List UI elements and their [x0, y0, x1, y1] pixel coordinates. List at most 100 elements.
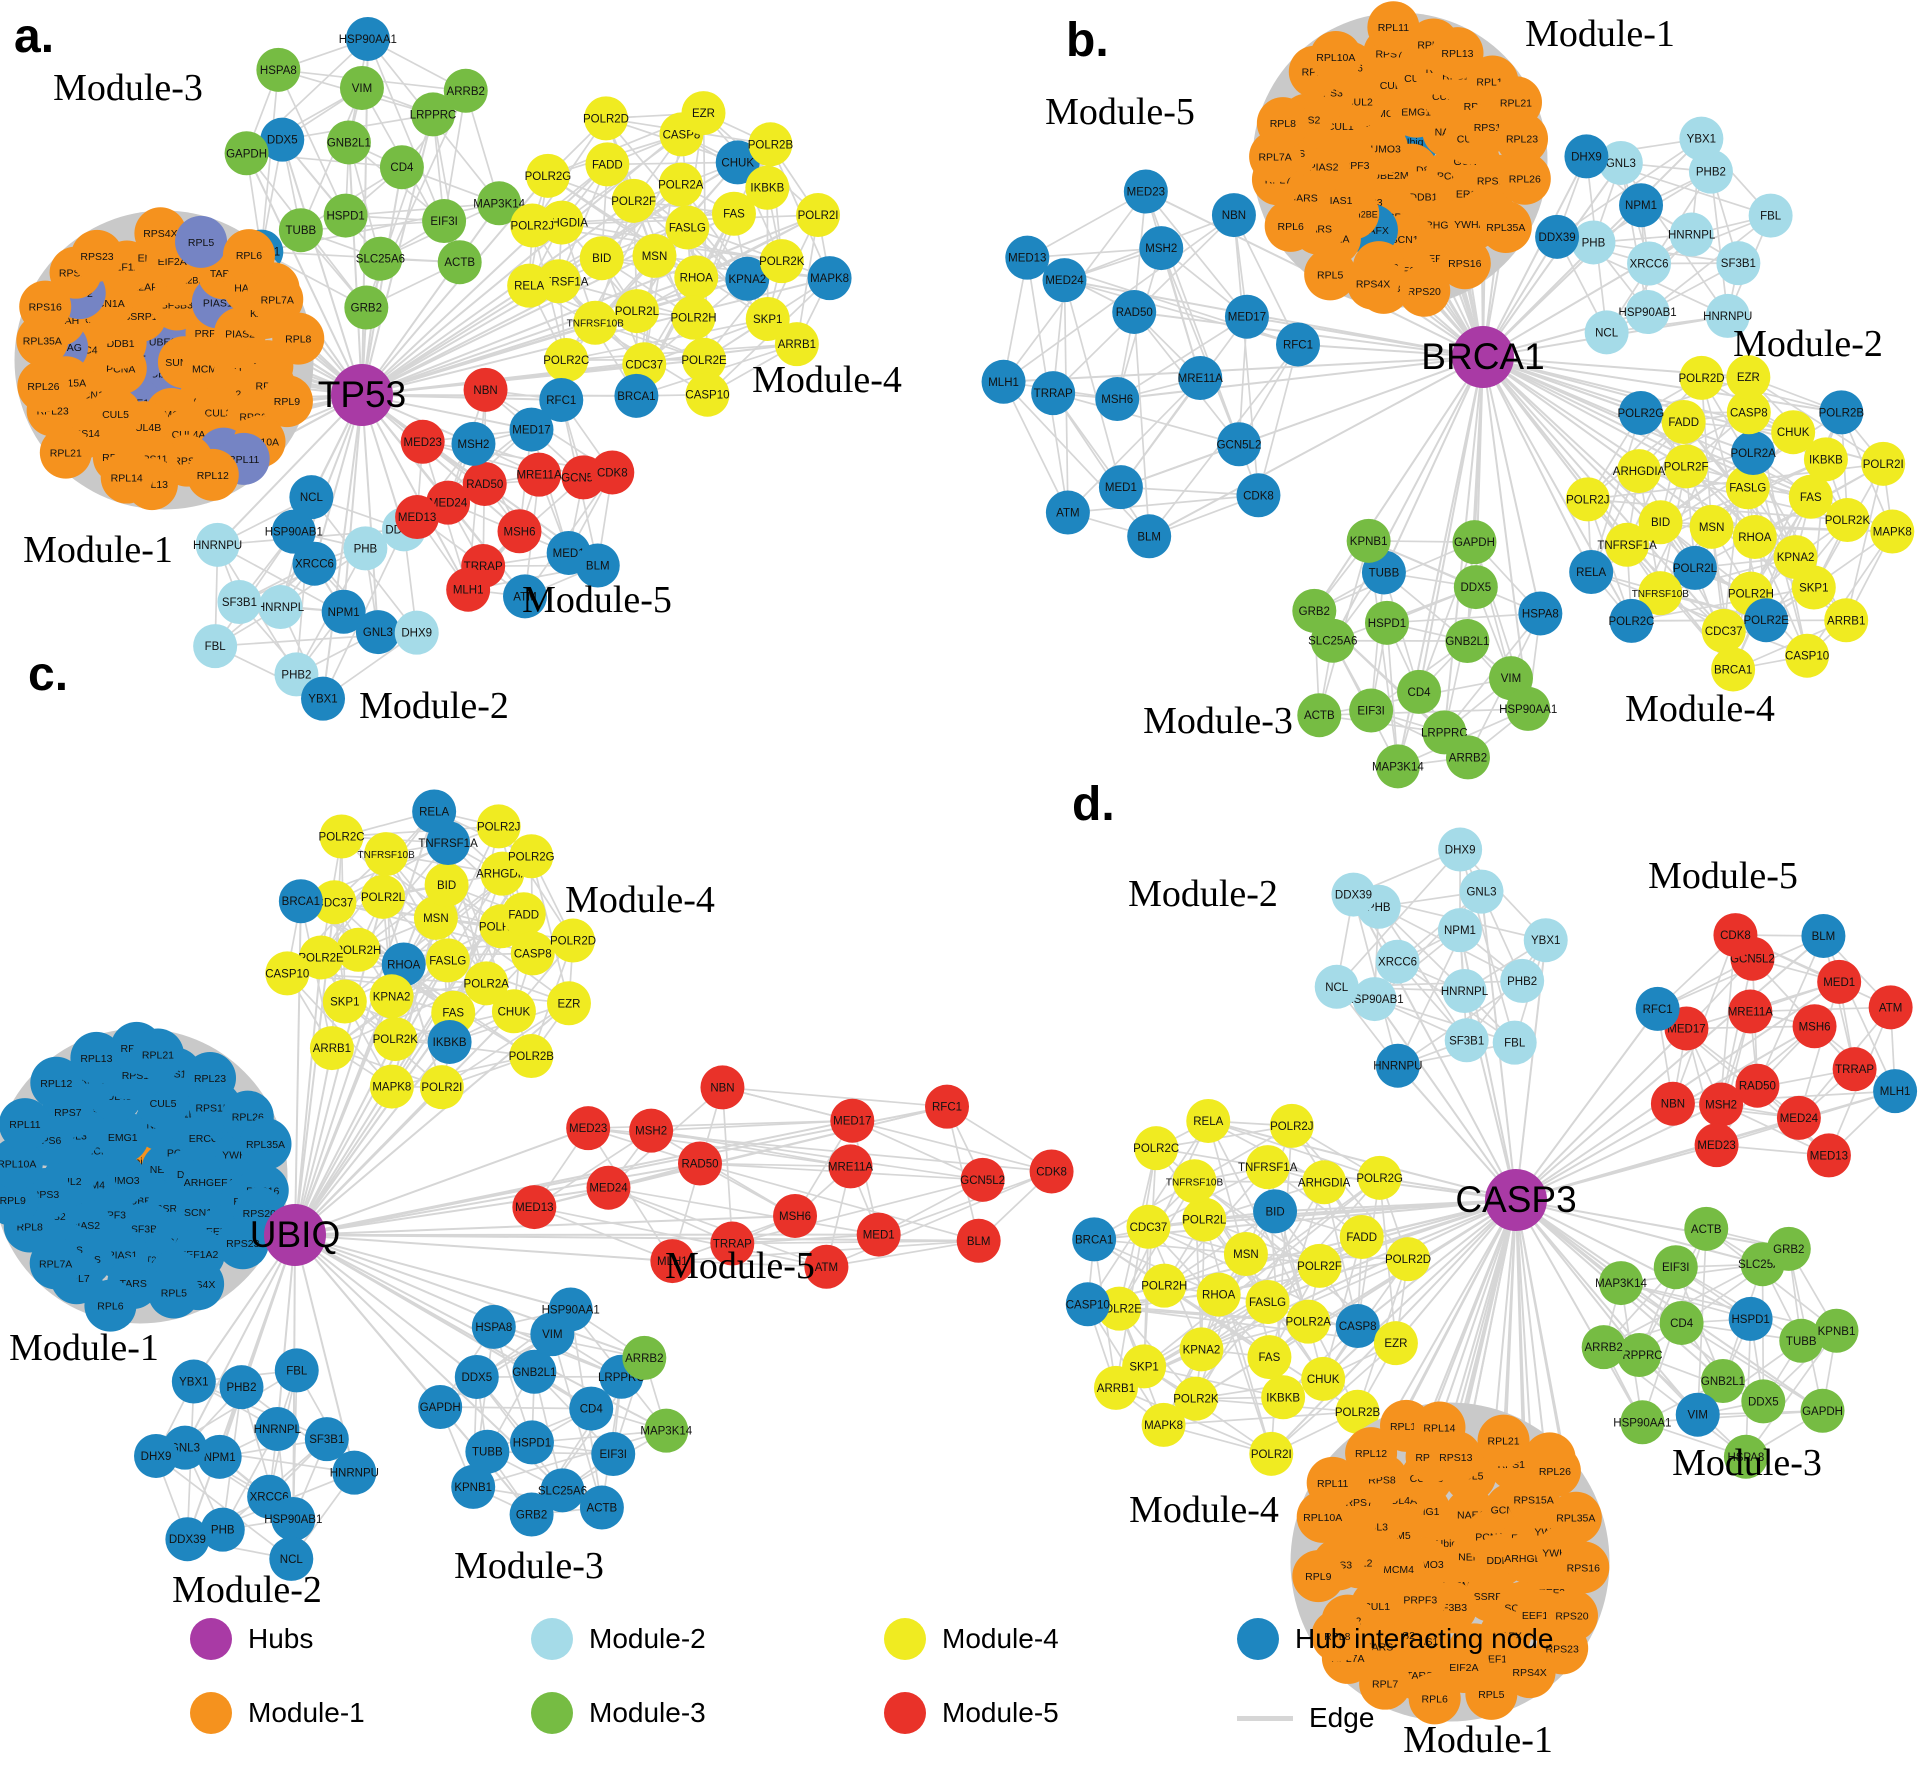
edge — [294, 1234, 645, 1359]
node-RHOA — [1732, 514, 1777, 559]
edge — [1115, 1387, 1272, 1455]
node-label-RPL8: RPL8 — [17, 1221, 43, 1233]
legend-item-module3: Module-3 — [531, 1692, 706, 1734]
node-label-CDK8: CDK8 — [1720, 930, 1751, 942]
node-RPL13 — [1431, 27, 1484, 80]
node-label-MED17: MED17 — [512, 425, 550, 437]
edge — [722, 1086, 948, 1108]
node-HSPA8 — [1518, 591, 1563, 636]
edge — [1270, 1342, 1397, 1455]
node-CDK8 — [590, 450, 635, 495]
node-label-DHX9: DHX9 — [1445, 845, 1476, 857]
node-CDC37 — [1126, 1204, 1171, 1249]
node-label-RPL14: RPL14 — [111, 473, 143, 485]
edge — [1620, 1282, 1751, 1320]
node-label-NBN: NBN — [473, 385, 497, 397]
node-HSPA8 — [1723, 1434, 1768, 1479]
node-label-HSP90AB1: HSP90AB1 — [1619, 307, 1677, 319]
node-NPM1 — [1619, 183, 1664, 228]
node-RPL12 — [1345, 1427, 1398, 1480]
node-FASLG — [1245, 1279, 1290, 1324]
node-POLR2J — [510, 203, 555, 248]
node-POLR2A — [464, 961, 509, 1006]
node-RPS4X — [1347, 257, 1400, 310]
edge — [1482, 356, 1734, 671]
node-label-MED24: MED24 — [1045, 275, 1084, 287]
node-label-PIAS1: PIAS1 — [1323, 195, 1353, 207]
node-KPNA2 — [725, 256, 770, 301]
node-TRRAP — [710, 1221, 755, 1266]
node-label-RPL6: RPL6 — [97, 1301, 123, 1313]
node-label-RPL6: RPL6 — [1278, 221, 1304, 233]
node-label-FBL: FBL — [205, 641, 227, 653]
node-HSPD1 — [1364, 600, 1409, 645]
node-label-MED1: MED1 — [1823, 977, 1855, 989]
node-label-POLR2G: POLR2G — [508, 851, 555, 863]
node-label-XRCC6: XRCC6 — [295, 559, 334, 571]
node-label-KPNB1: KPNB1 — [1818, 1326, 1856, 1338]
node-GCN5L2 — [1216, 422, 1261, 467]
module-label-d-Module-5: Module-5 — [1648, 855, 1798, 897]
node-label-BRCA1: BRCA1 — [1714, 664, 1752, 676]
node-label-IKBKB: IKBKB — [750, 183, 784, 195]
node-label-EZR: EZR — [557, 998, 580, 1010]
node-label-RPL8: RPL8 — [1324, 1631, 1350, 1643]
node-label-DHX9: DHX9 — [1571, 151, 1602, 163]
node-label-RPS23: RPS23 — [80, 251, 113, 263]
node-label-HSP90AA1: HSP90AA1 — [1499, 704, 1557, 716]
node-MSN — [413, 895, 458, 940]
node-CD4 — [569, 1386, 614, 1431]
node-label-CASP8: CASP8 — [1339, 1321, 1377, 1333]
edge — [1482, 356, 1842, 414]
edge — [294, 1234, 441, 1408]
node-POLR2H — [671, 295, 716, 340]
node-label-MED23: MED23 — [404, 437, 442, 449]
node-EZR — [681, 91, 726, 136]
node-label-NCL: NCL — [1325, 982, 1349, 994]
node-label-RHOA: RHOA — [1202, 1290, 1236, 1302]
node-label-PHB2: PHB2 — [1507, 976, 1537, 988]
edge — [1845, 463, 1885, 621]
node-ARRB2 — [1445, 735, 1490, 780]
node-label-RAD50: RAD50 — [1116, 307, 1153, 319]
node-PHB2 — [1500, 958, 1545, 1003]
node-label-GAPDH: GAPDH — [1802, 1406, 1843, 1418]
node-RPL21 — [131, 1028, 184, 1081]
edge — [1063, 279, 1122, 488]
node-label-RPS4X: RPS4X — [143, 228, 177, 240]
edge — [443, 90, 467, 222]
node-label-CASP8: CASP8 — [514, 948, 552, 960]
edge — [587, 1127, 674, 1262]
edge — [1482, 356, 1530, 710]
node-DDX5 — [1741, 1379, 1786, 1424]
node-RPL8 — [1256, 97, 1309, 150]
node-label-RPL11: RPL11 — [228, 454, 259, 466]
node-label-VIM: VIM — [1688, 1410, 1708, 1422]
node-BID — [579, 236, 624, 281]
node-label-HSPA8: HSPA8 — [475, 1322, 512, 1334]
node-label-POLR2B: POLR2B — [509, 1051, 555, 1063]
node-POLR2E — [299, 935, 344, 980]
node-MSH2 — [1699, 1082, 1744, 1127]
node-NPM1 — [197, 1434, 242, 1479]
node-label-POLR2E: POLR2E — [1744, 615, 1790, 627]
node-SF3B1 — [217, 580, 262, 625]
node-CDK8 — [1029, 1149, 1074, 1194]
node-MED13 — [395, 495, 440, 540]
node-RFC1 — [1635, 986, 1680, 1031]
module4-color-swatch — [884, 1618, 926, 1660]
node-label-POLR2H: POLR2H — [1141, 1281, 1187, 1293]
node-label-BRCA1: BRCA1 — [617, 391, 655, 403]
node-ATM — [804, 1244, 849, 1289]
node-POLR2L — [360, 874, 405, 919]
node-label-POLR2K: POLR2K — [1173, 1394, 1219, 1406]
node-SKP1 — [1791, 565, 1836, 610]
node-label-RPL26: RPL26 — [27, 381, 59, 393]
node-label-RPL8: RPL8 — [285, 334, 311, 346]
node-label-POLR2B: POLR2B — [1819, 407, 1865, 419]
node-label-RPL11: RPL11 — [1378, 22, 1409, 34]
node-label-FBL: FBL — [1504, 1038, 1526, 1050]
edge — [1515, 935, 1825, 1201]
module-label-a-Module-3: Module-3 — [53, 67, 203, 109]
node-label-RPS20: RPS20 — [243, 1208, 276, 1220]
